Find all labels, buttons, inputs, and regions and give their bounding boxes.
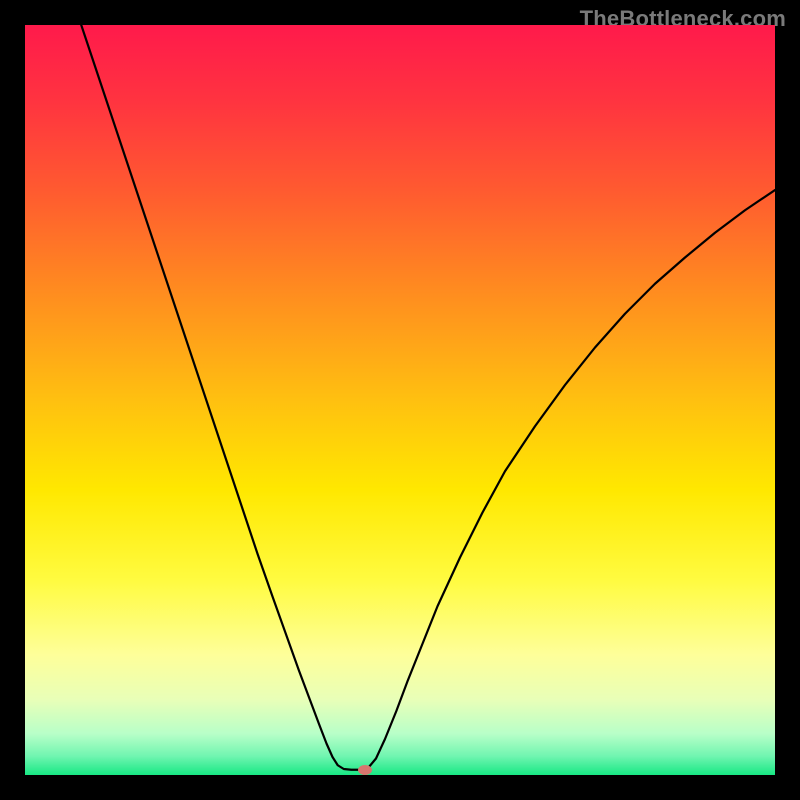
chart-frame: TheBottleneck.com — [0, 0, 800, 800]
gradient-background — [25, 25, 775, 775]
plot-area — [25, 25, 775, 775]
optimum-marker — [358, 765, 372, 775]
plot-svg — [25, 25, 775, 775]
